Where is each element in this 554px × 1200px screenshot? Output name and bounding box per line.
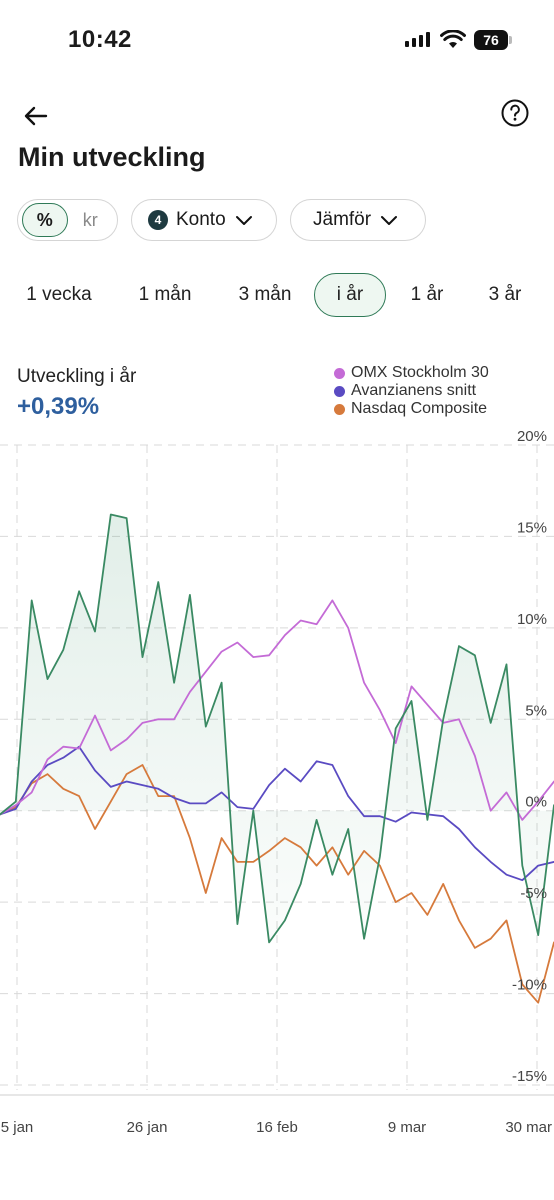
- series-line-own: [0, 513, 554, 944]
- chart-lines: [0, 513, 554, 1004]
- period-tab-1-week[interactable]: 1 vecka: [26, 284, 92, 305]
- series-line-avanza: [0, 745, 554, 882]
- legend-label-nasdaq: Nasdaq Composite: [351, 400, 488, 417]
- y-axis: 20% 15% 10% 5% 0% -5% -10% -15%: [512, 430, 547, 1085]
- chevron-down-icon: [381, 216, 398, 225]
- x-tick-label: 9 mar: [388, 1119, 426, 1136]
- period-tab-1-month[interactable]: 1 mån: [138, 284, 192, 305]
- x-tick-label: 30 mar: [505, 1119, 552, 1136]
- arrow-left-icon: [24, 106, 48, 126]
- compare-dropdown[interactable]: Jämför: [290, 199, 426, 241]
- compare-label: Jämför: [313, 209, 372, 230]
- x-tick-label: 26 jan: [127, 1119, 168, 1136]
- legend-item-omx: OMX Stockholm 30: [334, 364, 489, 382]
- battery-level: 76: [483, 32, 499, 48]
- help-icon[interactable]: [500, 98, 530, 128]
- legend-label-omx: OMX Stockholm 30: [351, 364, 489, 381]
- status-bar: 10:42 76: [0, 0, 554, 80]
- own-area-fill: [0, 514, 554, 943]
- chevron-down-icon: [235, 216, 252, 225]
- filter-row: % kr 4 Konto Jämför: [17, 199, 426, 241]
- legend-dot-nasdaq: [334, 403, 345, 415]
- top-bar: [0, 96, 554, 136]
- unit-option-kr[interactable]: kr: [82, 209, 98, 230]
- page-title: Min utveckling: [18, 142, 206, 172]
- status-time: 10:42: [68, 26, 132, 53]
- y-tick-label: 0%: [525, 794, 547, 811]
- chart-area-fill: [0, 514, 554, 943]
- x-tick-label: 5 jan: [1, 1119, 34, 1136]
- legend-item-avanza: Avanzianens snitt: [334, 382, 489, 400]
- battery-icon: 76: [474, 30, 512, 50]
- x-tick-label: 16 feb: [256, 1119, 298, 1136]
- y-tick-label: -15%: [512, 1068, 547, 1085]
- legend-label-avanza: Avanzianens snitt: [351, 382, 477, 399]
- wifi-icon: [440, 30, 466, 48]
- performance-chart[interactable]: 20% 15% 10% 5% 0% -5% -10% -15% 5 jan 26 jan 16 f…: [0, 430, 554, 1140]
- y-tick-label: 15%: [517, 519, 547, 536]
- series-line-nasdaq: [0, 764, 554, 1004]
- legend-item-nasdaq: Nasdaq Composite: [334, 400, 489, 418]
- period-tab-ytd[interactable]: i år: [314, 273, 386, 317]
- legend-dot-avanza: [334, 385, 345, 397]
- y-tick-label: 5%: [525, 702, 547, 719]
- period-selector: 1 vecka 1 mån 3 mån i år 1 år 3 år: [0, 268, 554, 322]
- y-tick-label: 20%: [517, 430, 547, 445]
- legend-dot-omx: [334, 367, 345, 379]
- performance-value: +0,39%: [17, 393, 100, 420]
- y-tick-label: 10%: [517, 611, 547, 628]
- series-line-omx: [0, 599, 554, 821]
- period-tab-3-years[interactable]: 3 år: [488, 284, 522, 305]
- unit-toggle[interactable]: % kr: [17, 199, 118, 241]
- period-tab-1-year[interactable]: 1 år: [410, 284, 444, 305]
- performance-label: Utveckling i år: [17, 366, 137, 387]
- signal-icon: [405, 32, 430, 47]
- y-tick-label: -10%: [512, 977, 547, 994]
- account-dropdown[interactable]: 4 Konto: [131, 199, 277, 241]
- account-count-badge: 4: [148, 210, 168, 230]
- account-label: Konto: [176, 209, 226, 230]
- back-button[interactable]: [18, 98, 54, 134]
- x-axis: 5 jan 26 jan 16 feb 9 mar 30 mar: [1, 1119, 552, 1136]
- y-tick-label: -5%: [520, 885, 547, 902]
- chart-legend: OMX Stockholm 30 Avanzianens snitt Nasda…: [334, 364, 489, 418]
- status-icons: 76: [404, 30, 512, 50]
- period-tab-3-months[interactable]: 3 mån: [238, 284, 292, 305]
- unit-option-percent[interactable]: %: [22, 203, 68, 237]
